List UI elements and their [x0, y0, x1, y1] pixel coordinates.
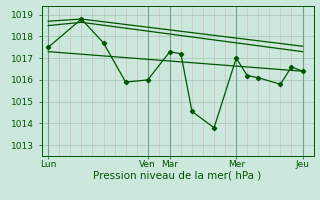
X-axis label: Pression niveau de la mer( hPa ): Pression niveau de la mer( hPa )	[93, 171, 262, 181]
